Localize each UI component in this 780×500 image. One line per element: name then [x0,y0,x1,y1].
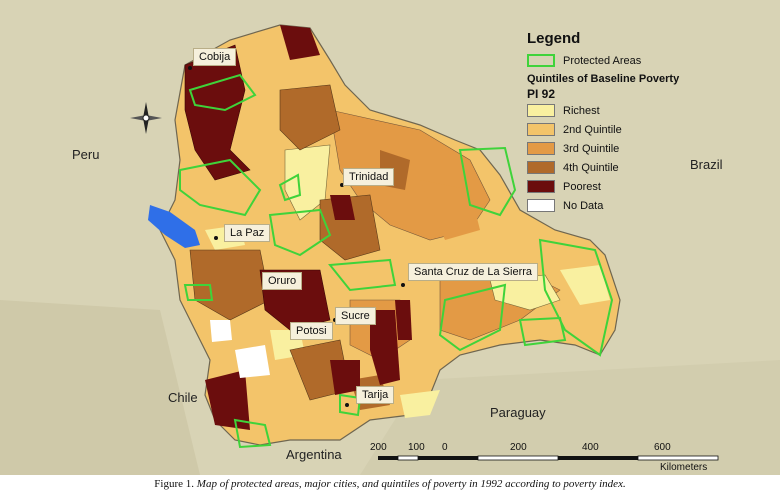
city-label-sucre: Sucre [335,307,376,325]
protected-areas [179,73,614,449]
scale-tick: 400 [582,442,599,453]
map-area: Peru Brazil Chile Paraguay Argentina Cob… [0,0,780,475]
scale-tick: 0 [442,442,448,453]
legend-label: Richest [563,104,600,117]
scale-tick: 600 [654,442,671,453]
city-label-oruro: Oruro [262,272,303,290]
legend-swatch [527,161,555,174]
legend-row: No Data [527,196,757,215]
legend-subtitle: Quintiles of Baseline Poverty [527,73,680,85]
city-label-la-paz: La Paz [224,224,271,242]
country-label-brazil: Brazil [690,157,723,172]
legend-swatch [527,180,555,193]
legend-title: Legend [527,30,581,47]
scale-bar-graphic [378,455,719,461]
legend-swatch-protected [527,54,555,67]
scale-bar: 200 100 0 200 400 600 Kilometers [360,442,740,473]
legend-index: PI 92 [527,87,556,101]
legend-label: 3rd Quintile [563,142,620,155]
legend-swatch [527,142,555,155]
legend-row: 4th Quintile [527,158,757,177]
legend-swatch [527,199,555,212]
legend-label-protected: Protected Areas [563,54,642,67]
legend-swatch [527,104,555,117]
figure-caption: Figure 1. Map of protected areas, major … [0,478,780,490]
city-label-potosi: Potosi [290,322,333,340]
scale-unit: Kilometers [660,462,708,473]
city-label-trinidad: Trinidad [343,168,395,186]
country-label-argentina: Argentina [286,447,342,462]
scale-tick: 200 [510,442,527,453]
city-label-tarija: Tarija [356,386,395,404]
legend-label: 4th Quintile [563,161,619,174]
legend-items: Richest 2nd Quintile 3rd Quintile 4th Quint… [527,101,757,215]
scale-tick: 200 [370,442,387,453]
bolivia-map-svg [0,24,621,475]
legend-label: No Data [563,199,604,212]
legend-label: 2nd Quintile [563,123,622,136]
compass-rose-icon [130,102,162,134]
country-label-peru: Peru [72,147,100,162]
country-label-paraguay: Paraguay [490,405,546,420]
country-label-chile: Chile [168,390,198,405]
legend-row: 2nd Quintile [527,120,757,139]
lake [148,205,200,248]
city-label-santa-cruz: Santa Cruz de La Sierra [408,263,539,281]
legend-row: Poorest [527,177,757,196]
legend-row: 3rd Quintile [527,139,757,158]
legend-row-protected: Protected Areas [527,51,757,70]
legend-row: Richest [527,101,757,120]
legend: Legend Protected Areas Quintiles of Base… [527,30,757,215]
caption-text: Map of protected areas, major cities, an… [196,478,626,490]
city-label-cobija: Cobija [193,48,237,66]
legend-swatch [527,123,555,136]
legend-label: Poorest [563,180,601,193]
caption-label: Figure 1. [154,478,195,490]
scale-tick: 100 [408,442,425,453]
